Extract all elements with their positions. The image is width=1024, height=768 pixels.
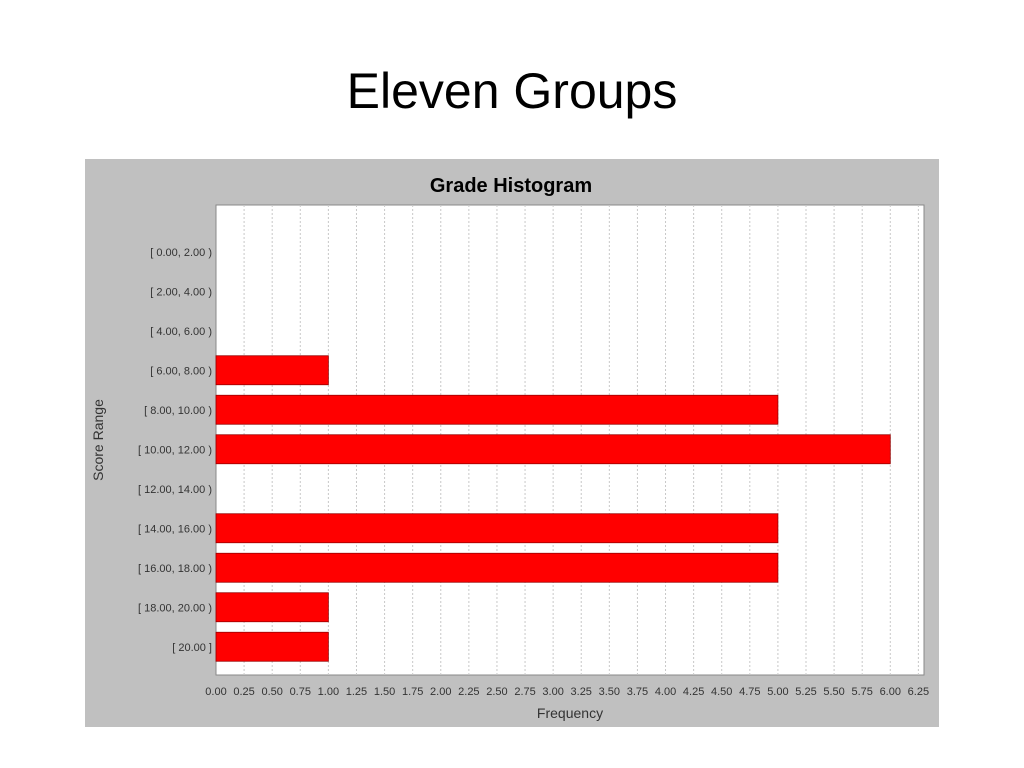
y-tick-label: [ 4.00, 6.00 ): [150, 326, 212, 338]
bar: [215, 592, 329, 623]
x-tick-label: 0.75: [290, 686, 311, 698]
grade-histogram-chart: Grade Histogram [ 0.00, 2.00 ) [ 2.00, 4.…: [85, 159, 939, 727]
y-tick-label: [ 12.00, 14.00 ): [138, 484, 212, 496]
x-tick-label: 2.00: [430, 686, 451, 698]
x-tick-label: 4.50: [711, 686, 732, 698]
y-tick-label: [ 14.00, 16.00 ): [138, 523, 212, 535]
bar: [215, 394, 779, 425]
x-tick-label: 4.25: [683, 686, 704, 698]
x-tick-label: 1.25: [346, 686, 367, 698]
x-tick-labels: 0.00 0.25 0.50 0.75 1.00 1.25 1.50 1.75 2.00 2.25…: [205, 686, 929, 698]
y-tick-label: [ 18.00, 20.00 ): [138, 602, 212, 614]
bar: [215, 355, 329, 386]
x-tick-label: 4.75: [739, 686, 760, 698]
x-tick-label: 2.75: [514, 686, 535, 698]
bars: [215, 355, 891, 662]
x-tick-label: 1.50: [374, 686, 395, 698]
y-tick-labels: [ 0.00, 2.00 ) [ 2.00, 4.00 ) [ 4.00, 6.00…: [138, 247, 212, 654]
x-tick-label: 3.50: [599, 686, 620, 698]
bar: [215, 631, 329, 662]
x-tick-label: 1.75: [402, 686, 423, 698]
x-tick-label: 0.25: [233, 686, 254, 698]
x-tick-label: 1.00: [318, 686, 339, 698]
x-tick-label: 5.50: [823, 686, 844, 698]
x-tick-label: 2.50: [486, 686, 507, 698]
x-tick-label: 4.00: [655, 686, 676, 698]
slide-title: Eleven Groups: [346, 63, 678, 119]
bar: [215, 513, 779, 544]
y-tick-label: [ 8.00, 10.00 ): [144, 405, 212, 417]
x-tick-label: 3.00: [542, 686, 563, 698]
x-axis-label: Frequency: [537, 705, 603, 721]
x-tick-label: 5.75: [851, 686, 872, 698]
chart-title: Grade Histogram: [430, 175, 592, 197]
y-tick-label: [ 20.00 ]: [172, 642, 212, 654]
y-tick-label: [ 6.00, 8.00 ): [150, 365, 212, 377]
x-tick-label: 6.25: [908, 686, 929, 698]
y-tick-label: [ 10.00, 12.00 ): [138, 444, 212, 456]
x-tick-label: 2.25: [458, 686, 479, 698]
x-tick-label: 5.25: [795, 686, 816, 698]
x-tick-label: 0.50: [261, 686, 282, 698]
y-axis-label: Score Range: [90, 399, 106, 481]
y-tick-label: [ 2.00, 4.00 ): [150, 286, 212, 298]
x-tick-label: 6.00: [880, 686, 901, 698]
chart-svg: Grade Histogram [ 0.00, 2.00 ) [ 2.00, 4.…: [90, 175, 929, 721]
x-tick-label: 3.25: [571, 686, 592, 698]
y-tick-label: [ 0.00, 2.00 ): [150, 247, 212, 259]
x-tick-label: 5.00: [767, 686, 788, 698]
x-tick-label: 0.00: [205, 686, 226, 698]
bar: [215, 552, 779, 583]
x-tick-label: 3.75: [627, 686, 648, 698]
y-tick-label: [ 16.00, 18.00 ): [138, 563, 212, 575]
bar: [215, 434, 891, 465]
